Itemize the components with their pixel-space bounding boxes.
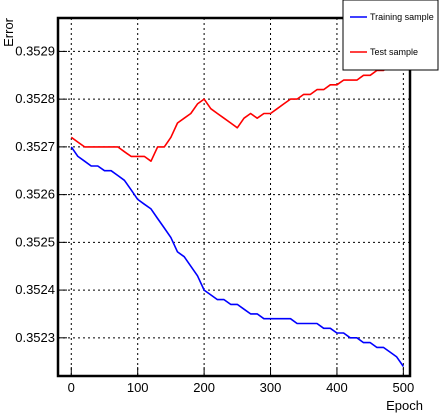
legend: Training sample Test sample — [342, 0, 439, 71]
series-group — [70, 55, 405, 367]
ticks — [58, 50, 404, 376]
legend-label-test: Test sample — [370, 47, 418, 57]
x-tick-label: 100 — [127, 380, 149, 395]
legend-label-training: Training sample — [370, 12, 434, 22]
y-tick-label: 0.3526 — [15, 187, 55, 202]
y-tick-label: 0.3524 — [15, 282, 55, 297]
x-tick-label: 200 — [193, 380, 215, 395]
tick-labels: 0 100 200 300 400 500 0.3523 0.3524 0.3525 0.3526… — [15, 43, 414, 395]
y-tick-label: 0.3528 — [15, 91, 55, 106]
y-axis-title: Error — [1, 17, 16, 47]
series-line-test — [70, 55, 404, 162]
series-line-training — [70, 146, 405, 367]
x-tick-label: 500 — [393, 380, 415, 395]
x-tick-label: 0 — [68, 380, 75, 395]
legend-box — [342, 0, 439, 71]
y-tick-label: 0.3527 — [15, 139, 55, 154]
x-tick-label: 400 — [326, 380, 348, 395]
y-tick-label: 0.3529 — [15, 43, 55, 58]
y-tick-label: 0.3525 — [15, 234, 55, 249]
x-tick-label: 300 — [260, 380, 282, 395]
plot-frame — [56, 16, 412, 378]
x-axis-title: Epoch — [386, 398, 423, 413]
grid — [58, 18, 410, 376]
y-tick-label: 0.3523 — [15, 330, 55, 345]
